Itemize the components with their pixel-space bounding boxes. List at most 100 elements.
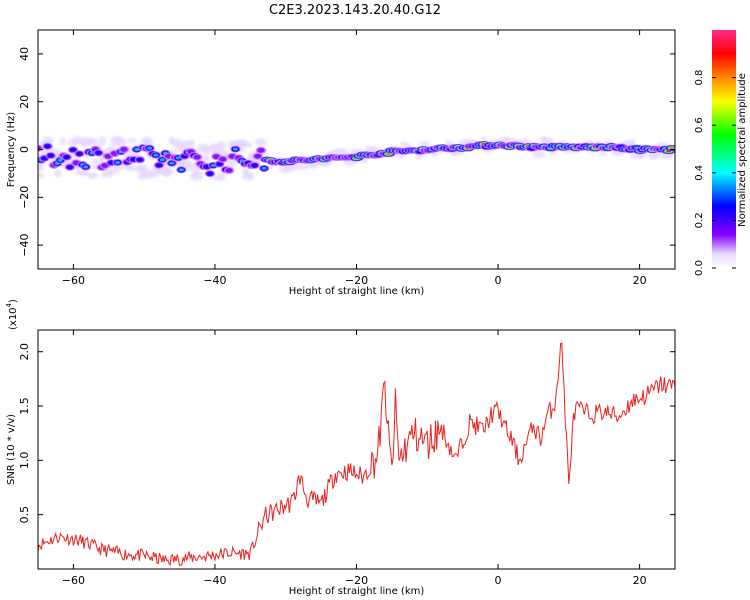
spectrum-haze <box>255 138 267 146</box>
spectrum-blob <box>137 157 143 162</box>
spectrum-blob <box>70 147 76 152</box>
spectrum-blob <box>175 156 181 160</box>
y-multiplier-base: (x10 <box>8 307 19 330</box>
y-tick-label: 20 <box>18 95 31 109</box>
spectrum-haze <box>202 145 210 152</box>
colorbar-tick-label: 0.2 <box>694 212 705 228</box>
y-tick-label: 1.5 <box>18 397 31 415</box>
spectrum-haze <box>127 137 138 143</box>
spectrum-blob <box>169 161 175 165</box>
spectrum-blob <box>225 168 233 173</box>
colorbar-gradient <box>712 30 736 268</box>
colorbar-label: Normalized spectral amplitude <box>737 73 748 227</box>
snr-frame <box>37 329 676 570</box>
spectrum-blob <box>146 146 153 150</box>
spectrum-blob <box>76 151 83 156</box>
spectrum-haze <box>239 142 253 148</box>
y-tick-label: 1.0 <box>18 452 31 470</box>
snr-line <box>37 342 676 567</box>
x-tick-label: −40 <box>203 274 226 287</box>
colorbar: 0.0 0.2 0.4 0.6 0.8 Normalized spectral ampli… <box>694 30 748 276</box>
spectrum-haze <box>87 173 98 179</box>
snr-panel: −60 −40 −20 0 20 0.5 1.0 1.5 2.0 Height of straig… <box>5 299 676 597</box>
spectrum-haze <box>189 172 204 181</box>
y-tick-label: 2.0 <box>18 343 31 361</box>
spectrum-blob <box>120 146 128 152</box>
spectrum-blob <box>232 147 239 151</box>
spectrum-blob <box>257 147 265 153</box>
spectrum-blob <box>66 165 73 170</box>
y-axis-label: SNR (10 * v/v) <box>6 414 17 485</box>
colorbar-tick-label: 0.8 <box>694 70 705 86</box>
colorbar-tick-label: 0.0 <box>694 260 705 276</box>
y-multiplier-exp: 4 <box>5 302 13 307</box>
spectrum-haze <box>98 136 107 147</box>
spectrum-blob <box>219 156 227 162</box>
spectrum-haze <box>531 149 545 158</box>
spectrum-blob <box>115 160 121 165</box>
spectrum-haze <box>59 137 66 145</box>
spectrum-haze <box>247 172 255 181</box>
x-tick-label: −60 <box>62 274 85 287</box>
spectrum-blob <box>57 158 63 162</box>
x-tick-label: 0 <box>495 574 502 587</box>
y-tick-label: −20 <box>18 186 31 209</box>
spectrum-haze <box>126 166 138 172</box>
spectrum-haze <box>216 141 227 149</box>
spectrum-blob <box>44 144 51 149</box>
spectrum-blob <box>669 147 675 150</box>
y-axis-label: Frequency (Hz) <box>6 112 17 188</box>
spectrum-haze <box>75 170 90 176</box>
y-multiplier: (x104) <box>5 299 19 330</box>
spectrum-blob <box>47 153 54 158</box>
spectrum-blob <box>207 171 213 176</box>
spectrum-blob <box>178 168 184 172</box>
x-tick-label: 20 <box>633 574 647 587</box>
spectrum-blob <box>261 166 267 171</box>
spectrum-haze <box>653 152 662 159</box>
x-tick-label: −60 <box>62 574 85 587</box>
spectrum-blob <box>254 153 262 159</box>
spectrum-haze <box>187 140 197 145</box>
spectrum-haze <box>116 139 128 146</box>
x-axis-label: Height of straight line (km) <box>289 586 425 597</box>
spectrum-blob <box>95 151 102 155</box>
spectrum-haze <box>143 136 151 145</box>
y-multiplier-close: ) <box>8 299 19 303</box>
colorbar-tick-label: 0.4 <box>694 165 705 181</box>
y-tick-label: 0.5 <box>18 506 31 524</box>
spectrum-haze <box>42 136 54 145</box>
y-tick-label: 40 <box>18 47 31 61</box>
spectrum-blob <box>83 165 89 169</box>
x-tick-label: 20 <box>633 274 647 287</box>
spectrum-haze <box>53 169 62 178</box>
spectrum-blob <box>156 163 162 168</box>
spectrum-blob <box>159 158 165 162</box>
spectrum-haze <box>629 139 636 146</box>
spectrum-haze <box>242 167 250 175</box>
spectrum-blob <box>216 162 223 166</box>
spectrogram-field <box>38 135 675 181</box>
x-tick-label: −40 <box>203 574 226 587</box>
spectrum-blob <box>41 156 48 161</box>
spectrum-haze <box>216 172 226 181</box>
spectrum-haze <box>293 164 308 171</box>
colorbar-tick-label: 0.6 <box>694 117 705 133</box>
spectrogram-panel: −60 −40 −20 0 20 −40 −20 0 20 40 Height of straigh… <box>6 29 676 297</box>
spectrum-haze <box>418 141 431 148</box>
x-axis-label: Height of straight line (km) <box>289 286 425 297</box>
y-tick-label: 0 <box>18 146 31 153</box>
spectrum-haze <box>38 172 45 179</box>
spectrum-haze <box>480 136 488 141</box>
spectrum-blob <box>153 153 159 157</box>
spectrum-haze <box>598 151 607 156</box>
x-tick-label: 0 <box>495 274 502 287</box>
y-tick-label: −40 <box>18 233 31 256</box>
spectrum-haze <box>86 138 99 144</box>
spectrum-haze <box>136 164 148 172</box>
spectrum-blob <box>251 163 258 168</box>
figure-title: C2E3.2023.143.20.40.G12 <box>269 3 441 18</box>
x-tick-label: −20 <box>345 274 368 287</box>
